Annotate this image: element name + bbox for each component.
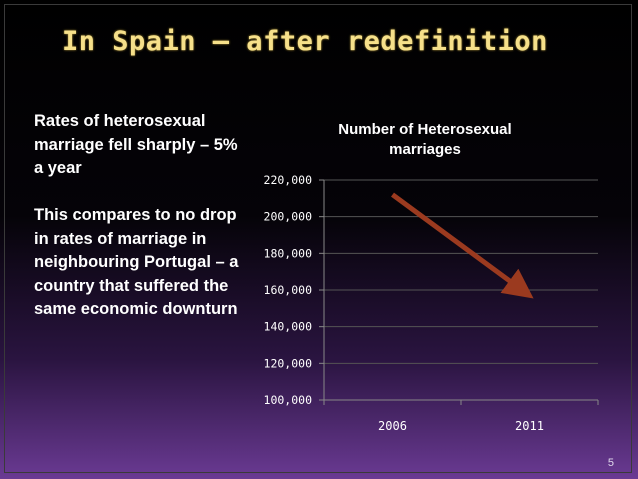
slide-number: 5 xyxy=(608,457,614,469)
series-arrow xyxy=(393,195,520,289)
y-tick-label: 120,000 xyxy=(264,356,313,370)
y-tick-label: 100,000 xyxy=(264,393,313,407)
x-tick-label: 2006 xyxy=(378,419,407,433)
chart-title: Number of Heterosexual marriages xyxy=(320,120,530,160)
body-paragraph-1: Rates of heterosexual marriage fell shar… xyxy=(34,110,249,181)
y-tick-label: 140,000 xyxy=(264,320,313,334)
slide-body: Rates of heterosexual marriage fell shar… xyxy=(34,110,249,322)
chart-svg: 100,000 120,000 140,000 160,000 180,000 200,0… xyxy=(240,110,630,450)
body-paragraph-2: This compares to no drop in rates of mar… xyxy=(34,204,249,322)
slide-title: In Spain – after redefinition xyxy=(62,26,548,57)
y-tick-label: 180,000 xyxy=(264,246,313,260)
x-tick-label: 2011 xyxy=(515,419,544,433)
y-tick-label: 200,000 xyxy=(264,210,313,224)
y-tick-label: 220,000 xyxy=(264,173,313,187)
marriage-chart: Number of Heterosexual marriages 100,000… xyxy=(240,110,630,450)
y-tick-label: 160,000 xyxy=(264,283,313,297)
